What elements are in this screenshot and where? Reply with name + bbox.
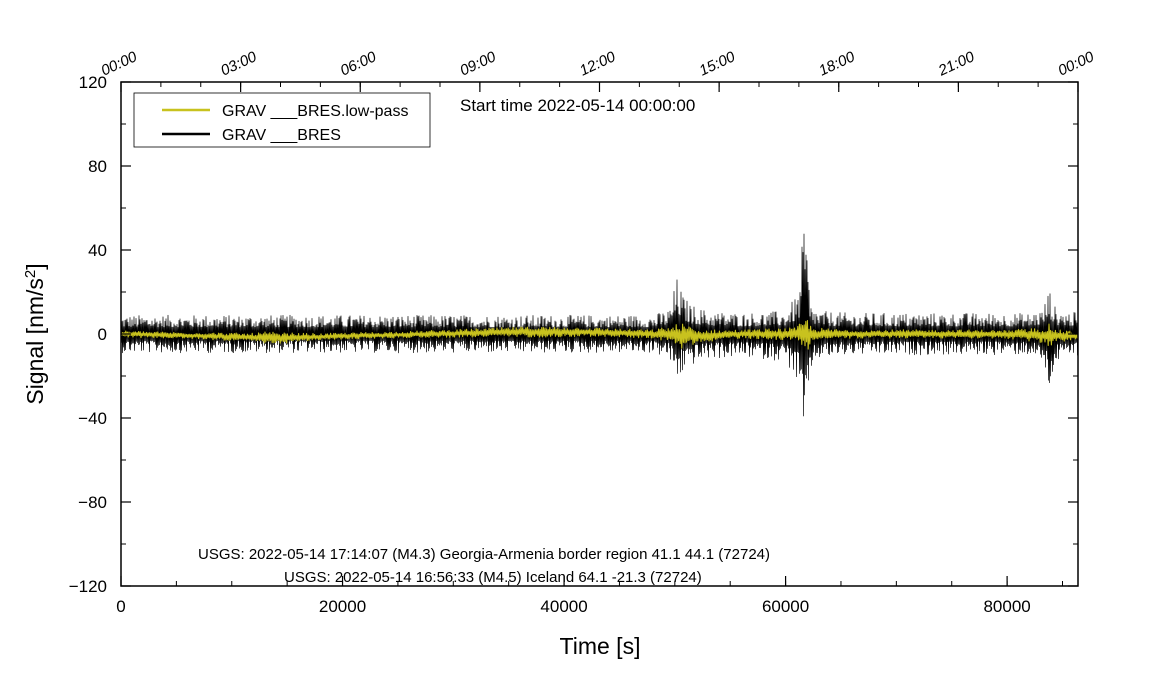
top-tick-label: 21:00	[935, 48, 978, 80]
series-grav-bres-low-pass	[121, 319, 1078, 350]
y-axis-title-end: ]	[22, 263, 48, 269]
legend-label-low-pass: GRAV ___BRES.low-pass	[222, 103, 408, 120]
y-tick-label: 120	[79, 73, 107, 92]
y-tick-label: 40	[88, 241, 107, 260]
legend-box	[133, 92, 431, 148]
y-axis-title-superscript: 2	[22, 270, 39, 278]
top-tick-label: 00:00	[1055, 48, 1097, 80]
top-tick-label: 18:00	[816, 48, 858, 80]
x-axis-title: Time [s]	[560, 633, 641, 659]
x-tick-label: 20000	[319, 597, 366, 616]
y-tick-label: −40	[78, 409, 107, 428]
y-axis-title: Signal [nm/s2]	[22, 263, 49, 404]
y-tick-label: 80	[88, 157, 107, 176]
x-tick-label: 80000	[983, 597, 1030, 616]
annotation-event-1: USGS: 2022-05-14 17:14:07 (M4.3) Georgia…	[198, 546, 770, 563]
top-tick-label: 09:00	[457, 48, 499, 80]
y-tick-label: 0	[98, 325, 107, 344]
y-tick-label: −120	[69, 577, 107, 596]
x-tick-label: 0	[116, 597, 125, 616]
top-tick-label: 06:00	[338, 48, 380, 80]
series-grav-bres	[121, 233, 1078, 417]
x-tick-label: 40000	[540, 597, 587, 616]
legend: GRAV ___BRES.low-pass GRAV ___BRES	[133, 92, 431, 148]
y-axis: 120 80 40 0 −40 −80 −120	[69, 73, 1078, 596]
top-tick-label: 12:00	[577, 48, 619, 80]
top-tick-label: 15:00	[697, 48, 739, 80]
start-time-label: Start time 2022-05-14 00:00:00	[460, 96, 695, 115]
top-tick-label: 03:00	[218, 48, 260, 80]
x-tick-label: 60000	[762, 597, 809, 616]
x-axis: 0 20000 40000 60000 80000	[116, 576, 1063, 616]
annotation-event-2: USGS: 2022-05-14 16:56:33 (M4.5) Iceland…	[284, 569, 702, 586]
series-trace	[121, 233, 1078, 417]
top-tick-label: 00:00	[98, 48, 140, 80]
series-trace	[121, 319, 1078, 350]
y-axis-title-main: Signal [nm/s	[22, 278, 48, 405]
top-time-axis: 00:00 03:00 06:00 09:00 12:00 15:00 18:00 21:00…	[98, 48, 1097, 92]
y-tick-label: −80	[78, 493, 107, 512]
plot-area	[121, 233, 1078, 417]
legend-label-raw: GRAV ___BRES	[222, 127, 341, 144]
